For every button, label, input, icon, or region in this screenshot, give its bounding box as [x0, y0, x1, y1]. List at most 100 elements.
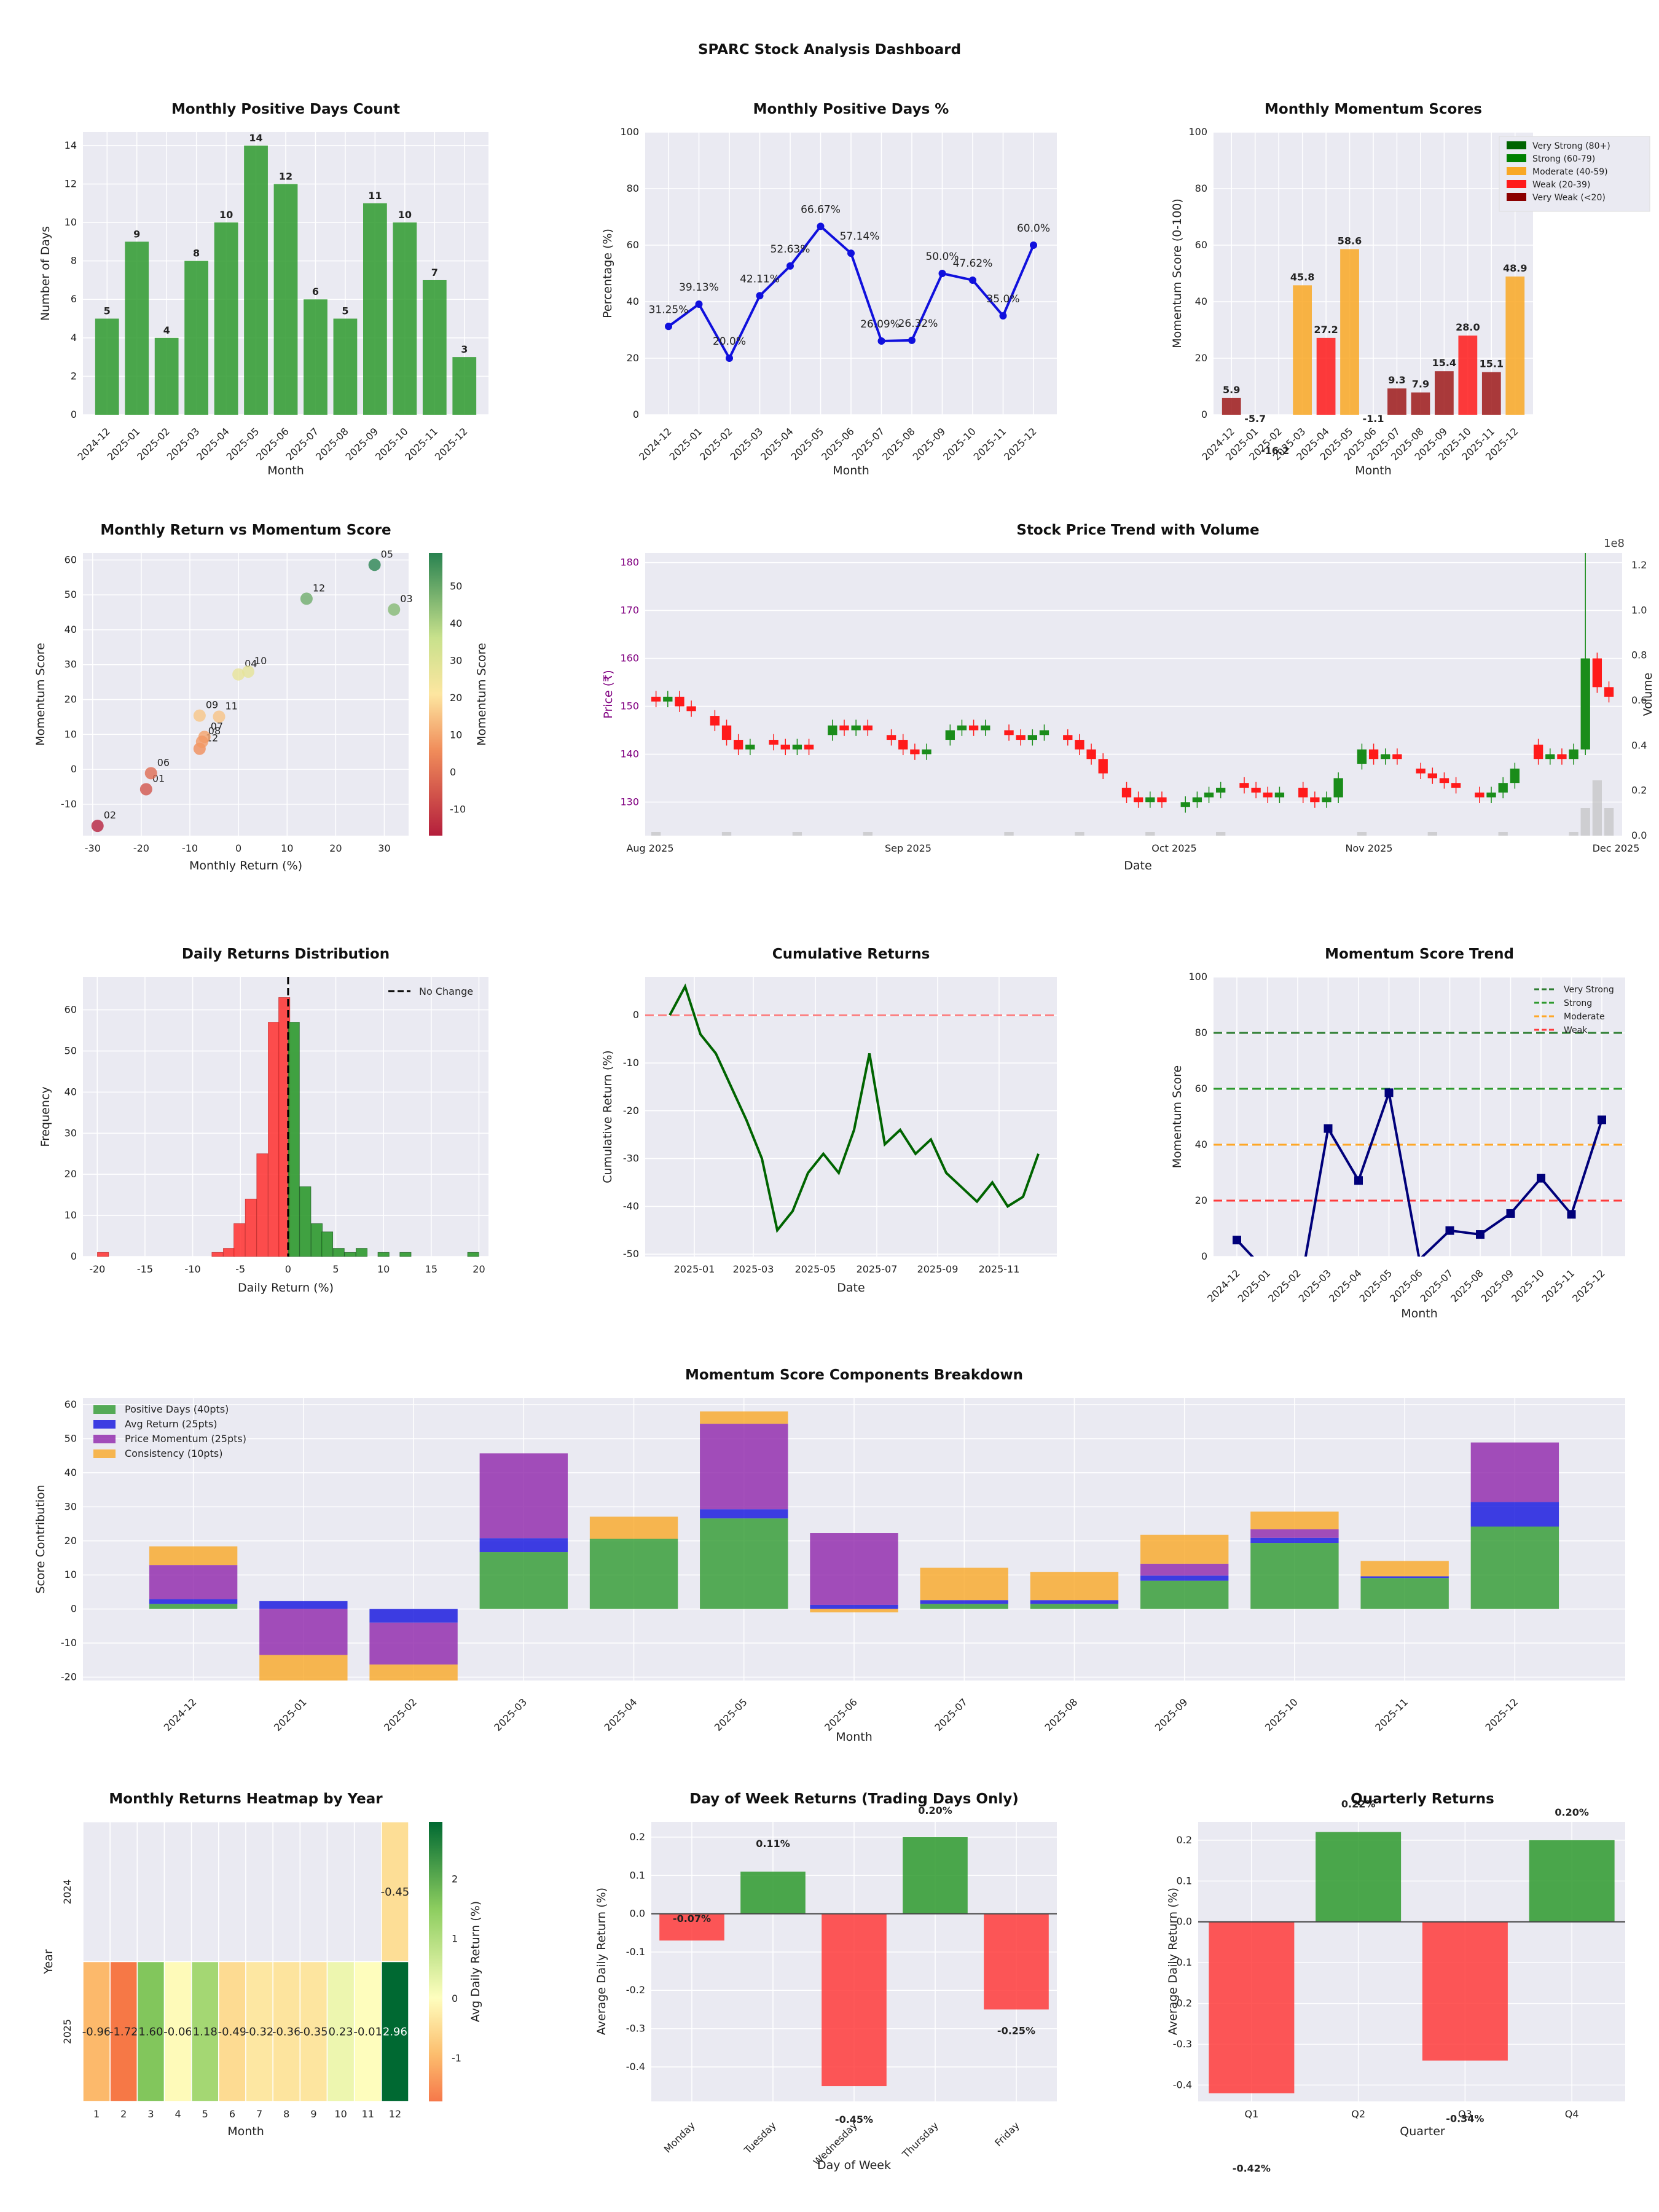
- stacked-bar-segment: [1140, 1563, 1229, 1576]
- heatmap-cell: [218, 1821, 246, 1963]
- stacked-bar-segment: [149, 1599, 238, 1604]
- x-tick-label: Tuesday: [742, 2119, 779, 2156]
- histogram-bar: [332, 1248, 345, 1257]
- y-tick-label: 6: [71, 293, 77, 305]
- candle-body: [1216, 788, 1226, 793]
- stacked-bar-segment: [149, 1604, 238, 1609]
- data-label: 47.62%: [953, 257, 993, 270]
- legend-swatch: [1507, 167, 1526, 175]
- candle-body: [1251, 788, 1261, 793]
- stacked-bar-segment: [259, 1609, 348, 1655]
- y2-tick-label: 1.0: [1631, 604, 1647, 616]
- volume-bar: [651, 832, 661, 836]
- heatmap-cell: [109, 1961, 138, 2102]
- y-axis-label: Number of Days: [39, 226, 52, 321]
- stacked-bar-segment: [810, 1533, 898, 1605]
- legend-swatch: [93, 1435, 116, 1443]
- histogram-bar: [321, 1231, 334, 1257]
- candle-body: [1298, 788, 1308, 798]
- colorbar-label: Momentum Score: [475, 643, 488, 746]
- x-tick-label: 3: [147, 2108, 154, 2120]
- candle-body: [851, 725, 861, 731]
- x-tick-label: 10: [377, 1263, 390, 1275]
- y-tick-label: 100: [1188, 971, 1207, 982]
- x-axis-label: Date: [1124, 859, 1151, 873]
- y-tick-label: 40: [65, 624, 77, 635]
- bar: [1435, 371, 1454, 415]
- stacked-bar-segment: [920, 1600, 1008, 1604]
- x-tick-label: 2025-05: [1357, 1267, 1395, 1304]
- data-label: 9.3: [1388, 374, 1405, 386]
- candle-body: [745, 744, 755, 750]
- point-label: 12: [313, 582, 325, 594]
- y-tick-label: -0.3: [1173, 2038, 1192, 2050]
- y-tick-label: -0.4: [626, 2061, 645, 2073]
- volume-bar: [1216, 832, 1226, 836]
- chart-positive-days-count: 024681012145948101412651110732024-122025…: [39, 101, 488, 477]
- y-tick-label: 40: [1195, 296, 1207, 307]
- y2-offset-label: 1e8: [1604, 537, 1625, 550]
- data-label: 60.0%: [1017, 222, 1050, 235]
- y-tick-label: 100: [1188, 126, 1207, 138]
- y-tick-label: 60: [65, 1004, 77, 1016]
- data-label: 26.32%: [898, 318, 938, 330]
- heatmap-cell: [381, 1961, 409, 2102]
- y-tick-label: -10: [61, 1637, 77, 1649]
- data-label: 10: [398, 209, 412, 221]
- legend-label: Weak (20-39): [1532, 180, 1590, 190]
- data-point: [999, 312, 1007, 320]
- y-tick-label: 2025: [61, 2019, 73, 2044]
- candle-body: [1498, 783, 1508, 793]
- x-tick-label: 2025-08: [880, 425, 917, 463]
- x-tick-label: 2025-09: [1153, 1696, 1190, 1733]
- bar: [452, 357, 477, 415]
- volume-bar: [1569, 832, 1579, 836]
- y-tick-label: 20: [1195, 352, 1207, 364]
- cell-label: 2.96: [383, 2025, 407, 2038]
- cell-label: -0.35: [299, 2025, 328, 2038]
- candle-body: [1039, 730, 1049, 735]
- candle-body: [981, 725, 990, 731]
- y-tick-label: 0: [71, 763, 77, 775]
- scatter-point: [213, 710, 226, 723]
- volume-bar: [1357, 832, 1367, 836]
- candle-body: [780, 744, 790, 750]
- chart-title: Monthly Positive Days Count: [171, 101, 400, 117]
- y-tick-label: 0: [71, 409, 77, 420]
- colorbar-tick: 50: [450, 580, 462, 592]
- candle-body: [922, 749, 931, 755]
- bar: [1209, 1921, 1295, 2093]
- x-tick-label: 1: [93, 2108, 100, 2120]
- stacked-bar-segment: [920, 1567, 1008, 1601]
- heatmap-cell: [272, 1821, 301, 1963]
- stacked-bar-segment: [1030, 1572, 1119, 1601]
- x-tick-label: -20: [133, 842, 149, 854]
- x-tick-label: -20: [89, 1263, 105, 1275]
- chart-title: Quarterly Returns: [1351, 1791, 1494, 1807]
- x-tick-label: 30: [378, 842, 390, 854]
- point-label: 06: [157, 756, 170, 768]
- bar: [273, 184, 298, 415]
- stacked-bar-segment: [479, 1453, 568, 1539]
- heatmap-cell: [109, 1821, 138, 1963]
- x-tick-label: 2025-06: [822, 1696, 860, 1733]
- bar: [740, 1872, 806, 1914]
- y-tick-label: 0: [633, 409, 639, 420]
- stacked-bar-segment: [1360, 1576, 1449, 1579]
- legend-label: Very Strong (80+): [1532, 141, 1610, 151]
- legend-label: Moderate (40-59): [1532, 167, 1608, 177]
- scatter-point: [300, 592, 313, 605]
- stacked-bar-segment: [1140, 1575, 1229, 1581]
- candle-body: [968, 725, 979, 731]
- x-tick-label: -10: [185, 1263, 201, 1275]
- x-axis-label: Month: [1355, 464, 1392, 477]
- x-tick-label: 2024-12: [637, 425, 674, 463]
- legend-swatch: [93, 1420, 116, 1429]
- bar: [659, 1913, 724, 1941]
- y-tick-label: 2024: [61, 1879, 73, 1904]
- series-line: [669, 983, 1040, 1233]
- x-tick-label: 2024-12: [1205, 1267, 1242, 1304]
- data-label: -5.7: [1244, 413, 1266, 425]
- bar: [1481, 372, 1501, 415]
